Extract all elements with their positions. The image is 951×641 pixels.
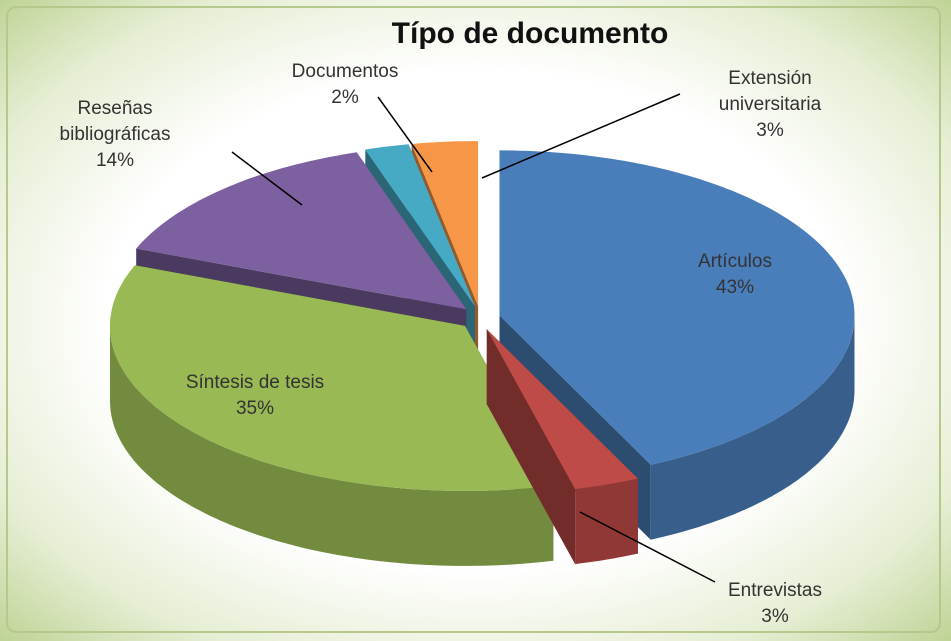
slice — [136, 152, 467, 310]
data-label: Reseñas bibliográficas 14% — [25, 96, 205, 174]
category-label: Extensión universitaria — [718, 68, 822, 115]
data-label: Documentos 2% — [265, 59, 425, 111]
value-label: 14% — [95, 150, 135, 171]
frame — [6, 6, 941, 633]
data-label: Entrevistas 3% — [695, 578, 855, 630]
value-label: 43% — [715, 277, 755, 298]
value-label: 3% — [756, 120, 784, 141]
category-label: Documentos — [291, 61, 399, 82]
slice-side — [575, 478, 638, 565]
category-label: Síntesis de tesis — [185, 372, 325, 393]
slice — [411, 141, 479, 307]
data-label: Síntesis de tesis 35% — [145, 370, 365, 422]
value-label: 2% — [331, 87, 359, 108]
slice — [110, 265, 554, 491]
value-label: 35% — [235, 398, 275, 419]
slice-wall — [486, 329, 576, 565]
slice-side — [650, 315, 855, 540]
leader-line — [481, 93, 681, 179]
category-label: Artículos — [698, 251, 772, 272]
slice — [499, 150, 855, 465]
data-label: Artículos 43% — [655, 249, 815, 301]
leader-line — [579, 511, 716, 583]
slice — [365, 144, 475, 307]
leader-line — [377, 96, 433, 173]
slice — [486, 329, 638, 490]
data-label: Extensión universitaria 3% — [680, 66, 860, 144]
category-label: Entrevistas — [728, 580, 822, 601]
value-label: 3% — [761, 606, 789, 627]
leader-line — [231, 151, 303, 206]
chart-title: Típo de documento — [391, 17, 669, 50]
category-label: Reseñas bibliográficas — [59, 98, 171, 145]
slice-side — [110, 325, 554, 566]
